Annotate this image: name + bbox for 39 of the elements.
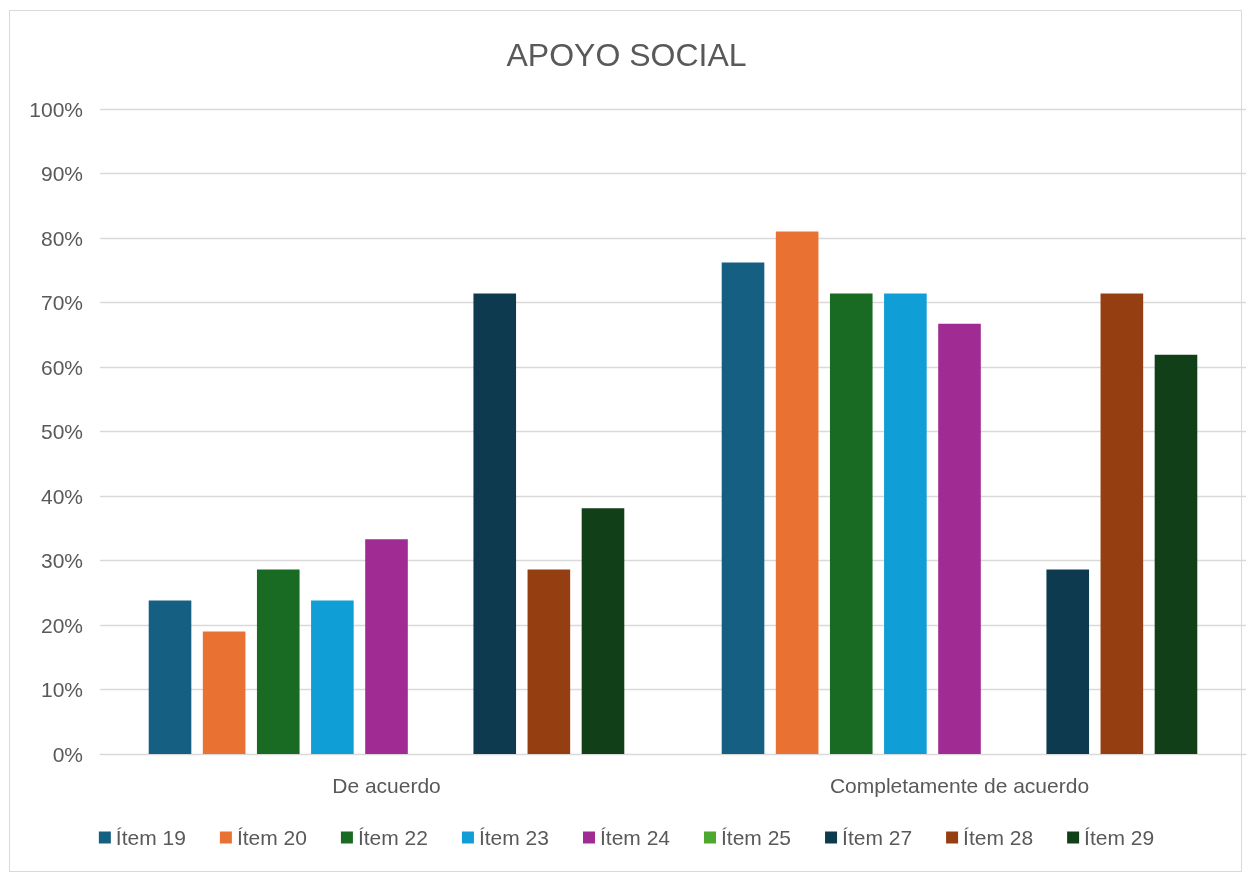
y-tick-label: 20% <box>40 613 83 637</box>
bar <box>202 631 246 754</box>
bar <box>1154 354 1198 754</box>
bar <box>721 262 765 754</box>
bar <box>473 293 517 754</box>
y-tick-label: 30% <box>40 549 83 572</box>
y-tick-label: 100% <box>29 97 83 121</box>
legend-label: Ítem 27 <box>842 826 913 849</box>
y-tick-label: 10% <box>40 678 83 701</box>
x-tick-label: Completamente de acuerdo <box>829 774 1090 797</box>
y-tick-label: 60% <box>40 355 83 379</box>
bar <box>829 293 873 754</box>
chart-title: APOYO SOCIAL <box>506 37 747 73</box>
legend-label: Ítem 19 <box>115 826 186 849</box>
bar <box>311 600 354 754</box>
legend-label: Ítem 28 <box>963 826 1034 849</box>
bar <box>938 323 981 754</box>
y-tick-label: 70% <box>40 291 83 314</box>
y-tick-label: 0% <box>52 742 83 766</box>
bar <box>884 293 927 754</box>
bar <box>1100 293 1144 754</box>
y-tick-label: 90% <box>40 162 83 185</box>
y-tick-label: 50% <box>40 420 83 443</box>
legend-label: Ítem 20 <box>236 826 307 849</box>
bar <box>581 508 625 754</box>
bar <box>365 539 408 754</box>
bar <box>256 569 300 754</box>
legend-label: Ítem 24 <box>599 826 671 849</box>
bar <box>775 231 819 754</box>
y-tick-label: 40% <box>40 484 83 508</box>
legend-label: Ítem 29 <box>1084 826 1155 849</box>
y-tick-label: 80% <box>40 226 83 250</box>
legend-label: Ítem 25 <box>721 826 792 849</box>
bar <box>148 600 192 754</box>
bar <box>527 569 571 754</box>
bar <box>1046 569 1090 754</box>
x-tick-label: De acuerdo <box>332 774 441 797</box>
legend-label: Ítem 23 <box>478 826 549 849</box>
legend-label: Ítem 22 <box>357 826 428 849</box>
